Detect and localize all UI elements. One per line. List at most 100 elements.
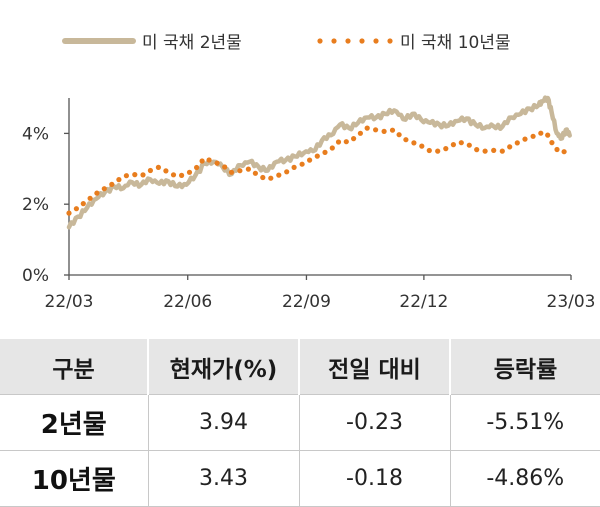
series-10y-point xyxy=(403,137,409,143)
series-10y-point xyxy=(116,177,122,183)
row-label: 2년물 xyxy=(0,394,149,451)
series-10y-point xyxy=(87,195,93,201)
row-current: 3.94 xyxy=(148,394,300,451)
series-10y-point xyxy=(199,158,205,164)
row-rate: -5.51% xyxy=(450,394,600,451)
series-10y-point xyxy=(123,173,129,179)
series-10y-point xyxy=(411,140,417,146)
series-2y-line xyxy=(66,95,572,230)
series-10y-point xyxy=(561,149,567,155)
series-10y-point xyxy=(291,164,297,170)
series-10y-point xyxy=(206,157,212,163)
series-10y-point xyxy=(450,142,456,148)
series-10y-point xyxy=(140,172,146,178)
series-10y xyxy=(66,125,567,216)
series-10y-point xyxy=(80,201,86,207)
series-10y-point xyxy=(299,161,305,167)
table-row: 2년물 3.94 -0.23 -5.51% xyxy=(0,394,600,451)
series-10y-point xyxy=(109,181,115,187)
series-10y-point xyxy=(276,172,282,178)
legend-swatch-10y xyxy=(317,37,393,44)
series-10y-point xyxy=(94,190,100,196)
series-10y-point xyxy=(443,146,449,152)
yield-table: 구분 현재가(%) 전일 대비 등락률 2년물 3.94 -0.23 -5.51… xyxy=(0,339,600,507)
series-10y-point xyxy=(343,139,349,145)
series-10y-point xyxy=(245,166,251,172)
series-10y-point xyxy=(260,174,266,181)
series-10y-point xyxy=(419,143,425,149)
series-10y-point xyxy=(381,128,387,134)
series-10y-point xyxy=(163,168,169,174)
series-10y-point xyxy=(507,144,513,150)
series-10y-point xyxy=(214,160,220,166)
series-10y-point xyxy=(179,172,185,178)
table-header-row: 구분 현재가(%) 전일 대비 등락률 xyxy=(0,339,600,395)
row-current: 3.43 xyxy=(148,450,300,507)
series-10y-point xyxy=(351,136,357,142)
series-10y-point xyxy=(522,136,528,142)
y-tick-label: 2% xyxy=(22,195,49,215)
series-10y-point xyxy=(396,132,402,138)
series-10y-point xyxy=(66,210,72,216)
series-10y-point xyxy=(458,140,464,146)
legend-swatch-2y xyxy=(62,37,136,44)
chart-tick-labels: 0% 2% 4% 22/03 22/06 22/09 22/12 23/03 xyxy=(22,124,595,312)
row-change: -0.23 xyxy=(299,394,451,451)
row-rate: -4.86% xyxy=(450,450,600,507)
legend-label-2y: 미 국채 2년물 xyxy=(142,33,242,53)
series-10y-point xyxy=(132,172,138,178)
series-10y-point xyxy=(514,140,520,146)
header-rate: 등락률 xyxy=(450,339,600,395)
series-10y-point xyxy=(482,148,488,154)
series-10y-point xyxy=(284,169,290,175)
legend-item-10y: 미 국채 10년물 xyxy=(316,28,511,53)
series-10y-point xyxy=(373,127,379,133)
series-10y-point xyxy=(435,148,441,154)
row-label: 10년물 xyxy=(0,450,149,507)
series-10y-point xyxy=(364,125,370,131)
series-10y-point xyxy=(530,133,536,139)
series-10y-point xyxy=(252,170,258,176)
x-tick-label: 22/06 xyxy=(163,292,212,312)
series-10y-point xyxy=(474,147,480,153)
series-10y-point xyxy=(147,167,153,174)
series-10y-point xyxy=(389,127,396,133)
y-tick-label: 0% xyxy=(22,266,49,286)
series-2y xyxy=(66,95,572,230)
series-10y-point xyxy=(73,206,79,212)
legend-item-2y: 미 국채 2년물 xyxy=(62,28,242,53)
chart-legend: 미 국채 2년물 미 국채 10년물 xyxy=(0,0,600,80)
header-change: 전일 대비 xyxy=(299,339,451,395)
series-10y-point xyxy=(426,147,432,154)
header-current: 현재가(%) xyxy=(148,339,300,395)
x-tick-label: 22/12 xyxy=(399,292,448,312)
series-10y-point xyxy=(307,157,313,163)
series-10y-point xyxy=(538,130,544,136)
series-10y-point xyxy=(237,168,243,174)
legend-label-10y: 미 국채 10년물 xyxy=(400,33,511,53)
yield-line-chart: 0% 2% 4% 22/03 22/06 22/09 22/12 23/03 xyxy=(22,95,596,312)
table-row: 10년물 3.43 -0.18 -4.86% xyxy=(0,450,600,507)
x-tick-label: 22/09 xyxy=(282,292,331,312)
series-10y-point xyxy=(268,175,274,181)
row-change: -0.18 xyxy=(299,450,451,507)
series-10y-point xyxy=(466,142,472,148)
series-10y-point xyxy=(186,169,193,175)
series-10y-point xyxy=(101,186,107,192)
series-10y-point xyxy=(228,169,235,175)
series-10y-point xyxy=(335,139,342,145)
series-10y-point xyxy=(222,164,228,170)
series-10y-point xyxy=(322,149,328,155)
series-10y-point xyxy=(491,147,497,153)
y-tick-label: 4% xyxy=(22,124,49,144)
series-10y-point xyxy=(545,132,551,138)
header-category: 구분 xyxy=(0,339,149,395)
series-10y-point xyxy=(170,172,177,178)
series-10y-point xyxy=(329,145,335,151)
series-10y-point xyxy=(554,146,560,153)
series-10y-point xyxy=(314,153,320,159)
series-10y-point xyxy=(194,164,200,171)
x-tick-label: 23/03 xyxy=(547,292,596,312)
chart-axes xyxy=(64,98,572,280)
series-10y-point xyxy=(549,140,555,146)
